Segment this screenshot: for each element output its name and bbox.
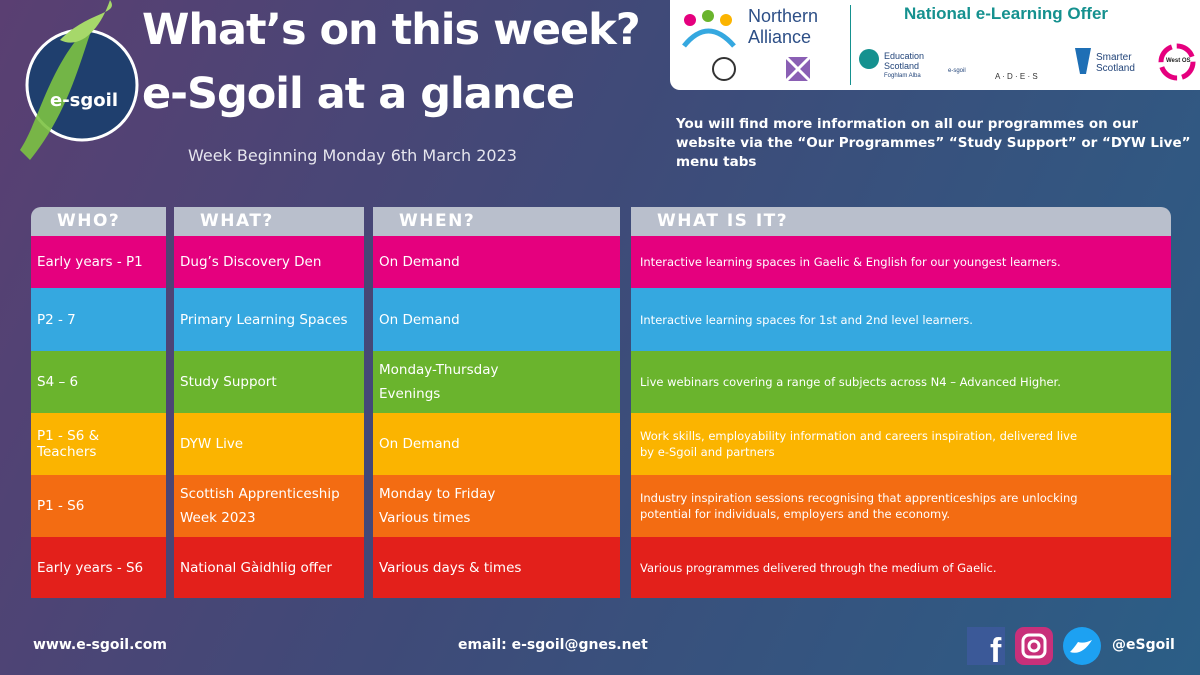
when-cell: Various days & times: [373, 537, 620, 598]
esgoil-logo: e-sgoil: [20, 0, 139, 160]
who-cell: Early years - P1: [31, 236, 166, 288]
social-handle: @eSgoil: [1112, 637, 1175, 653]
when-cell: On Demand: [373, 288, 620, 351]
desc-cell: Live webinars covering a range of subjec…: [631, 351, 1171, 413]
partner-logo: Smarter Scotland: [1096, 52, 1135, 74]
desc-cell: Industry inspiration sessions recognisin…: [631, 475, 1171, 537]
title: What’s on this week?: [142, 5, 641, 55]
partner-logo: Education Scotland: [884, 51, 925, 71]
desc-cell: Interactive learning spaces in Gaelic & …: [631, 236, 1171, 288]
partners-heading: National e-Learning Offer: [904, 4, 1109, 23]
who-cell: P1 - S6: [31, 475, 166, 537]
desc-cell: Work skills, employability information a…: [631, 413, 1171, 475]
email: email: e-sgoil@gnes.net: [458, 637, 648, 653]
subtitle: e-Sgoil at a glance: [142, 69, 575, 119]
partner-logo: West OS: [1166, 58, 1191, 64]
when-cell: On Demand: [373, 413, 620, 475]
column-header: WHAT IS IT?: [631, 207, 1171, 236]
column-header: WHAT?: [174, 207, 364, 236]
what-cell: Study Support: [174, 351, 364, 413]
website: www.e-sgoil.com: [33, 637, 167, 653]
partner-logo: A · D · E · S: [995, 72, 1038, 81]
partners-panel: National e-Learning Offer Northern Allia…: [670, 0, 1200, 90]
info-text: You will find more information on all ou…: [676, 116, 1191, 170]
svg-text:f: f: [990, 632, 1002, 668]
when-cell: Monday to Friday Various times: [373, 475, 620, 537]
crests: [712, 55, 812, 83]
partner-logo: e-sgoil: [948, 68, 966, 74]
who-cell: P1 - S6 & Teachers: [31, 413, 166, 475]
when-cell: Monday-Thursday Evenings: [373, 351, 620, 413]
partner-logo: Alliance: [748, 27, 812, 47]
column-header: WHEN?: [373, 207, 620, 236]
desc-cell: Various programmes delivered through the…: [631, 537, 1171, 598]
when-cell: On Demand: [373, 236, 620, 288]
what-cell: National Gàidhlig offer: [174, 537, 364, 598]
who-cell: S4 – 6: [31, 351, 166, 413]
es-icon: [859, 49, 879, 69]
who-cell: P2 - 7: [31, 288, 166, 351]
week-label: Week Beginning Monday 6th March 2023: [188, 146, 517, 165]
what-cell: Dug’s Discovery Den: [174, 236, 364, 288]
what-cell: DYW Live: [174, 413, 364, 475]
partner-logo: Foghlam Alba: [884, 73, 921, 79]
ss-icon: [1075, 48, 1091, 74]
logo-text: e-sgoil: [50, 90, 118, 111]
who-cell: Early years - S6: [31, 537, 166, 598]
desc-cell: Interactive learning spaces for 1st and …: [631, 288, 1171, 351]
wos-ring: [1158, 43, 1196, 81]
partner-logo: Northern: [748, 6, 819, 26]
column-header: WHO?: [31, 207, 166, 236]
social-icons: f: [967, 627, 1101, 668]
what-cell: Primary Learning Spaces: [174, 288, 364, 351]
na-logo: [682, 10, 736, 48]
what-cell: Scottish Apprenticeship Week 2023: [174, 475, 364, 537]
